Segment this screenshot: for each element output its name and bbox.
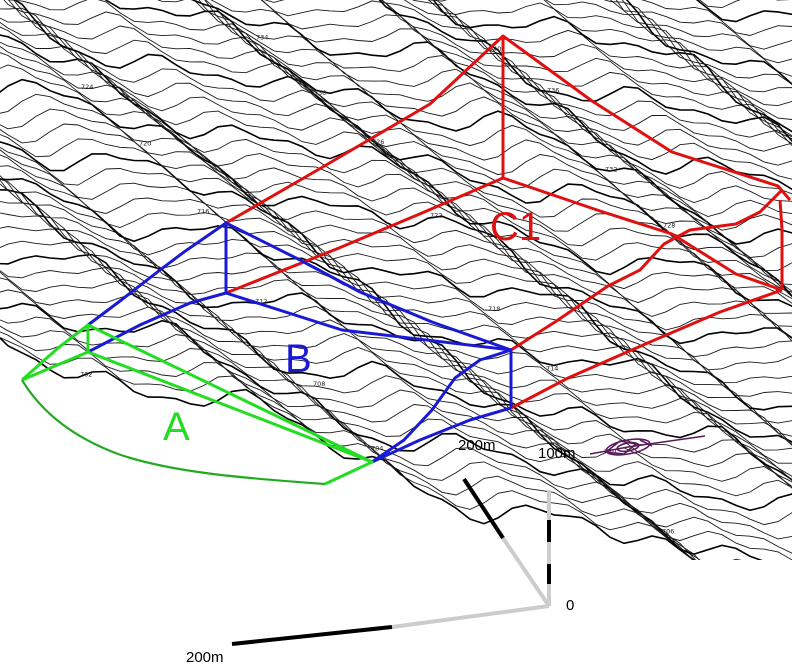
contour-elevation-label: 736: [547, 87, 559, 95]
contour-line: [0, 183, 792, 451]
contour-line: [0, 52, 792, 339]
scale-origin-label: 0: [566, 597, 574, 614]
contour-elevation-label: 740: [489, 45, 501, 53]
contour-line: [190, 0, 792, 191]
contour-line: [0, 178, 792, 481]
contour-line: [0, 45, 792, 327]
contour-elevation-label: 724: [81, 83, 93, 91]
contour-line: [603, 0, 792, 85]
contour-line: [432, 0, 792, 133]
contour-line: [204, 0, 792, 217]
zone-a-boundary: [21, 379, 326, 486]
zone-c1-outline: [225, 34, 792, 410]
zone-b-outline: [86, 221, 513, 464]
contour-line: [0, 146, 792, 424]
contour-line: [210, 0, 792, 180]
contour-line: [261, 0, 792, 152]
contour-line: [198, 0, 792, 203]
contour-elevation-label: 732: [605, 165, 617, 173]
contour-line: [0, 123, 792, 384]
contour-line: [379, 0, 792, 147]
contour-elevation-label: 702: [80, 371, 92, 379]
zone-label-b: B: [285, 337, 312, 381]
scale-bar: [231, 477, 551, 646]
contour-line: [0, 149, 792, 437]
contour-line: [609, 0, 792, 50]
contour-line: [0, 64, 792, 342]
contour-line: [0, 189, 792, 481]
scale-x-label: 200m: [186, 649, 224, 666]
contour-line: [0, 336, 792, 607]
contour-line: [0, 226, 792, 489]
contour-line: [0, 134, 792, 397]
scale-z-label: 100m: [538, 445, 576, 462]
contour-elevation-label: 712: [255, 297, 267, 305]
zone-a-outline: [21, 323, 374, 486]
contour-line: [0, 165, 792, 446]
contour-line: [260, 0, 792, 166]
contour-line: [0, 240, 792, 497]
contour-line: [403, 0, 792, 145]
contour-line: [13, 0, 792, 298]
contour-line: [0, 267, 792, 526]
contour-elevation-label: 718: [488, 305, 500, 313]
contour-line: [615, 0, 792, 64]
contour-line: [412, 0, 792, 140]
contour-elevation-label: 704: [371, 445, 383, 453]
contour-elevation-label: 706: [662, 528, 674, 536]
contour-line: [0, 154, 792, 446]
contour-elevation-labels: 702 704 706 708 710 712 714 716 718 720 722 724 726 7…: [80, 34, 675, 536]
contour-elevation-label: 708: [313, 380, 325, 388]
contour-line: [104, 0, 792, 245]
map-boundary-mask-lower: [0, 500, 792, 666]
contour-line: [7, 0, 792, 285]
contour-line: [621, 0, 792, 77]
contour-elevation-label: 734: [256, 34, 268, 42]
north-arrow-icon: [589, 435, 706, 456]
contour-elevation-label: 716: [197, 208, 209, 216]
contour-elevation-label: 730: [314, 89, 326, 97]
contour-line: [0, 93, 792, 358]
contour-line: [641, 0, 792, 36]
contour-line: [427, 0, 792, 107]
contour-line: [0, 141, 792, 411]
contour-elevation-label: 728: [663, 221, 675, 229]
contour-line: [0, 177, 792, 444]
contour-line: [378, 0, 792, 143]
contour-line: [625, 0, 792, 85]
contour-line: [0, 325, 792, 588]
contour-elevation-label: 726: [372, 138, 384, 146]
scale-y-label: 200m: [458, 437, 496, 454]
contour-elevation-label: 710: [604, 448, 616, 456]
contour-line: [0, 200, 792, 483]
contour-line: [0, 212, 792, 487]
contour-elevation-label: 714: [546, 364, 558, 372]
contour-line: [428, 0, 792, 120]
contour-line: [435, 0, 792, 137]
contour-line: [0, 253, 792, 512]
contour-elevation-label: 720: [139, 139, 151, 147]
contour-elevation-label: 722: [430, 211, 442, 219]
zone-label-a: A: [163, 405, 190, 449]
contour-line: [0, 289, 792, 561]
contour-line: [0, 277, 792, 554]
zone-label-c1: C1: [490, 205, 541, 249]
contour-line: [193, 0, 792, 195]
contour-line: [156, 0, 792, 231]
